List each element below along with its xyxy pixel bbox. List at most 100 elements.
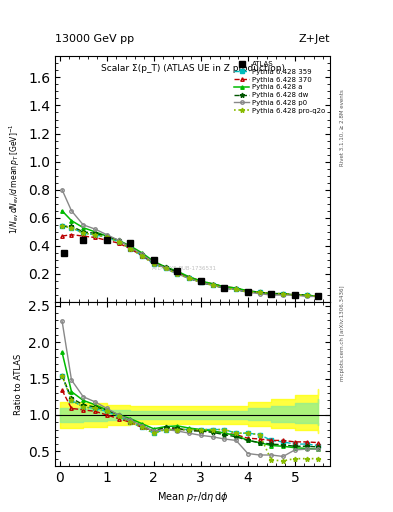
Y-axis label: $1/N_\mathrm{ev}\,dN_\mathrm{ev}/d\,\mathrm{mean}\,p_T\,[\mathrm{GeV}]^{-1}$: $1/N_\mathrm{ev}\,dN_\mathrm{ev}/d\,\mat… <box>8 124 22 234</box>
ATLAS <box>198 278 203 284</box>
Pythia 6.428 a <box>163 264 168 270</box>
Pythia 6.428 370 <box>93 234 97 241</box>
Pythia 6.428 359 <box>257 289 262 295</box>
Pythia 6.428 pro-q2o <box>93 231 97 238</box>
Pythia 6.428 359 <box>175 271 180 277</box>
Pythia 6.428 dw <box>269 291 274 297</box>
Pythia 6.428 p0 <box>151 260 156 266</box>
Pythia 6.428 p0 <box>292 292 297 298</box>
ATLAS <box>316 293 321 300</box>
Pythia 6.428 p0 <box>116 237 121 243</box>
Text: Z+Jet: Z+Jet <box>299 33 330 44</box>
Pythia 6.428 p0 <box>198 280 203 286</box>
Pythia 6.428 dw <box>234 286 239 292</box>
Y-axis label: Ratio to ATLAS: Ratio to ATLAS <box>14 353 23 415</box>
Text: mcplots.cern.ch [arXiv:1306.3436]: mcplots.cern.ch [arXiv:1306.3436] <box>340 285 345 380</box>
Pythia 6.428 359 <box>246 289 250 295</box>
Line: Pythia 6.428 dw: Pythia 6.428 dw <box>60 224 321 299</box>
Pythia 6.428 dw <box>281 291 285 297</box>
Pythia 6.428 pro-q2o <box>257 289 262 295</box>
Pythia 6.428 p0 <box>316 293 321 300</box>
Pythia 6.428 pro-q2o <box>81 230 86 237</box>
Pythia 6.428 359 <box>292 292 297 298</box>
Pythia 6.428 370 <box>316 293 321 300</box>
Pythia 6.428 370 <box>234 285 239 291</box>
ATLAS <box>222 285 227 291</box>
Pythia 6.428 a <box>93 229 97 235</box>
Pythia 6.428 370 <box>81 233 86 239</box>
Pythia 6.428 359 <box>116 239 121 245</box>
ATLAS <box>81 237 86 243</box>
Pythia 6.428 p0 <box>128 244 132 250</box>
Pythia 6.428 359 <box>222 285 227 291</box>
Text: ATL-PHYS-PUB-1736531: ATL-PHYS-PUB-1736531 <box>152 266 217 271</box>
Pythia 6.428 pro-q2o <box>304 292 309 298</box>
Pythia 6.428 dw <box>175 269 180 275</box>
Text: Scalar Σ(p_T) (ATLAS UE in Z production): Scalar Σ(p_T) (ATLAS UE in Z production) <box>101 63 285 73</box>
Pythia 6.428 p0 <box>304 293 309 300</box>
Pythia 6.428 dw <box>304 292 309 298</box>
Pythia 6.428 a <box>304 292 309 298</box>
Pythia 6.428 370 <box>269 291 274 297</box>
Pythia 6.428 a <box>175 268 180 274</box>
Pythia 6.428 p0 <box>257 291 262 297</box>
Pythia 6.428 a <box>292 292 297 298</box>
Pythia 6.428 dw <box>93 230 97 237</box>
Pythia 6.428 370 <box>163 264 168 270</box>
Pythia 6.428 359 <box>105 234 109 241</box>
X-axis label: Mean $p_T/\mathrm{d}\eta\,\mathrm{d}\phi$: Mean $p_T/\mathrm{d}\eta\,\mathrm{d}\phi… <box>157 490 228 504</box>
Pythia 6.428 dw <box>116 237 121 243</box>
ATLAS <box>151 257 156 263</box>
Pythia 6.428 pro-q2o <box>198 280 203 286</box>
Pythia 6.428 359 <box>140 252 144 259</box>
Pythia 6.428 dw <box>163 264 168 270</box>
Pythia 6.428 a <box>69 218 74 224</box>
Pythia 6.428 a <box>151 258 156 264</box>
Pythia 6.428 pro-q2o <box>292 292 297 298</box>
Pythia 6.428 p0 <box>234 286 239 292</box>
Pythia 6.428 a <box>316 293 321 300</box>
Line: Pythia 6.428 a: Pythia 6.428 a <box>61 209 320 298</box>
ATLAS <box>128 240 132 246</box>
Pythia 6.428 a <box>128 243 132 249</box>
Pythia 6.428 a <box>269 291 274 297</box>
Pythia 6.428 pro-q2o <box>234 286 239 292</box>
Pythia 6.428 359 <box>269 291 274 297</box>
Pythia 6.428 a <box>234 285 239 291</box>
Pythia 6.428 pro-q2o <box>60 223 64 229</box>
Pythia 6.428 p0 <box>60 187 64 193</box>
Pythia 6.428 p0 <box>222 285 227 291</box>
Pythia 6.428 370 <box>210 281 215 287</box>
Pythia 6.428 dw <box>210 282 215 288</box>
Pythia 6.428 p0 <box>187 275 191 281</box>
Pythia 6.428 p0 <box>163 265 168 271</box>
Pythia 6.428 dw <box>292 292 297 298</box>
ATLAS <box>246 289 250 295</box>
Pythia 6.428 dw <box>151 260 156 266</box>
Line: ATLAS: ATLAS <box>62 238 321 299</box>
Pythia 6.428 dw <box>198 280 203 286</box>
Pythia 6.428 359 <box>93 231 97 238</box>
Pythia 6.428 370 <box>105 237 109 243</box>
Pythia 6.428 359 <box>128 246 132 252</box>
Legend: ATLAS, Pythia 6.428 359, Pythia 6.428 370, Pythia 6.428 a, Pythia 6.428 dw, Pyth: ATLAS, Pythia 6.428 359, Pythia 6.428 37… <box>233 60 327 115</box>
Pythia 6.428 p0 <box>210 282 215 288</box>
Pythia 6.428 a <box>116 237 121 243</box>
Pythia 6.428 p0 <box>269 292 274 298</box>
Pythia 6.428 p0 <box>105 231 109 238</box>
Pythia 6.428 pro-q2o <box>210 282 215 288</box>
Pythia 6.428 370 <box>128 246 132 252</box>
Pythia 6.428 359 <box>69 225 74 231</box>
Pythia 6.428 370 <box>187 274 191 280</box>
Pythia 6.428 p0 <box>69 208 74 214</box>
Text: Rivet 3.1.10, ≥ 2.8M events: Rivet 3.1.10, ≥ 2.8M events <box>340 90 345 166</box>
Pythia 6.428 pro-q2o <box>116 239 121 245</box>
Pythia 6.428 359 <box>151 261 156 267</box>
Text: 13000 GeV pp: 13000 GeV pp <box>55 33 134 44</box>
Pythia 6.428 370 <box>69 231 74 238</box>
Pythia 6.428 a <box>257 289 262 295</box>
Pythia 6.428 370 <box>151 260 156 266</box>
Line: Pythia 6.428 359: Pythia 6.428 359 <box>61 224 320 298</box>
Pythia 6.428 pro-q2o <box>105 234 109 241</box>
Pythia 6.428 370 <box>292 292 297 298</box>
